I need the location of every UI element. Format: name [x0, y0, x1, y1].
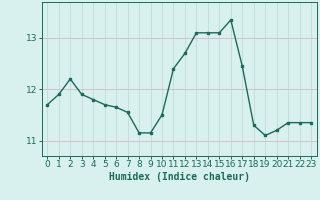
X-axis label: Humidex (Indice chaleur): Humidex (Indice chaleur): [109, 172, 250, 182]
